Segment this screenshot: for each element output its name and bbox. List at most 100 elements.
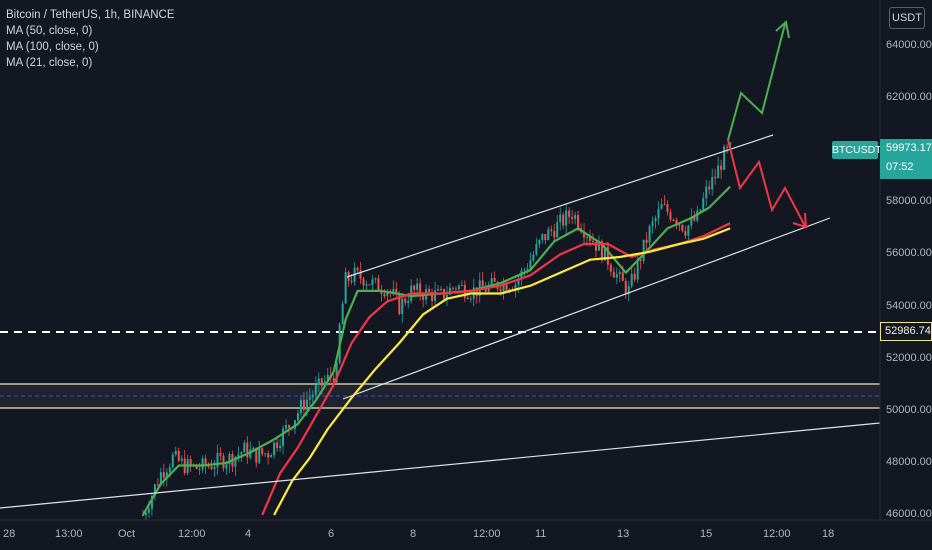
candle-body (589, 236, 591, 241)
candle-body (273, 442, 276, 456)
candle-body (726, 146, 729, 148)
candle-body (448, 287, 451, 295)
moving-averages-group (142, 185, 731, 516)
candle-body (445, 294, 448, 299)
candle-body (314, 384, 317, 395)
candle-body (434, 290, 437, 302)
candle-body (708, 186, 711, 190)
candle-body (380, 291, 383, 294)
candle-body (615, 274, 618, 278)
moving-average-line (273, 227, 731, 516)
candle-body (144, 512, 147, 516)
long-support-line[interactable] (0, 422, 881, 509)
candle-body (171, 454, 174, 468)
candle-body (484, 287, 487, 292)
candle-body (401, 298, 404, 315)
candle-body (684, 231, 687, 236)
channel-upper-line[interactable] (346, 134, 774, 278)
candle-body (162, 472, 165, 478)
candle-body (720, 165, 723, 170)
candle-body (326, 374, 329, 382)
time-tick-label: 11 (535, 528, 547, 540)
candle-body (296, 413, 299, 421)
candle-body (681, 224, 684, 232)
candle-body (538, 239, 541, 245)
bearish-projection-arrow[interactable] (727, 139, 806, 227)
candle-body (147, 508, 150, 513)
time-tick-label: 13:00 (55, 528, 83, 540)
candle-body (723, 146, 726, 170)
candle-body (150, 495, 153, 509)
bullish-arrowhead (775, 20, 790, 39)
candle-body (481, 280, 484, 288)
candle-body (368, 284, 371, 286)
candle-body (597, 241, 600, 251)
candle-body (222, 455, 225, 469)
time-tick-label: Oct (118, 528, 136, 540)
candle-body (320, 378, 323, 386)
candle-body (428, 289, 431, 293)
currency-button[interactable]: USDT (889, 7, 925, 29)
ma-21-legend[interactable]: MA (21, close, 0) (6, 57, 93, 69)
symbol-title[interactable]: Bitcoin / TetherUS, 1h, BINANCE (6, 9, 175, 21)
candle-body (317, 378, 320, 385)
candle-body (308, 397, 311, 400)
candle-body (359, 270, 362, 279)
candle-body (267, 453, 270, 458)
candle-body (282, 428, 285, 446)
candle-body (687, 225, 690, 236)
candle-body (302, 400, 305, 410)
candle-body (714, 176, 717, 179)
ma-100-legend[interactable]: MA (100, close, 0) (6, 41, 99, 53)
candle-body (210, 466, 213, 469)
bullish-projection-arrow[interactable] (727, 23, 786, 141)
resistance-zone (0, 383, 880, 409)
channel-lower-line[interactable] (342, 217, 831, 400)
price-tick-label: 46000.00 (886, 508, 932, 520)
candle-body (669, 212, 672, 220)
ma-50-legend[interactable]: MA (50, close, 0) (6, 25, 93, 37)
candle-body (386, 291, 389, 297)
candle-body (556, 222, 559, 238)
candle-body (672, 219, 675, 221)
candle-body (702, 198, 705, 210)
candle-body (469, 298, 472, 300)
time-tick-label: 18 (822, 528, 835, 540)
candle-body (529, 260, 532, 269)
candle-body (586, 236, 589, 238)
candle-body (305, 399, 308, 410)
candle-body (717, 165, 720, 179)
time-tick-label: 12:00 (473, 528, 501, 540)
candle-body (413, 285, 416, 290)
candle-body (454, 288, 457, 290)
candle-body (431, 292, 434, 302)
price-tick-label: 56000.00 (886, 247, 932, 260)
candle-body (344, 272, 347, 304)
candle-body (645, 239, 648, 243)
time-tick-label: 15 (700, 528, 713, 540)
candle-body (279, 445, 282, 448)
candle-body (451, 287, 454, 289)
candle-body (624, 280, 627, 295)
candle-body (311, 394, 314, 398)
candle-body (216, 453, 219, 468)
time-tick-label: 28 (3, 528, 16, 540)
candle-body (594, 242, 597, 251)
candle-body (207, 466, 210, 468)
candle-body (633, 273, 636, 280)
candle-body (475, 287, 478, 296)
candle-body (225, 464, 228, 469)
candle-body (398, 293, 401, 315)
candle-body (261, 448, 264, 454)
candle-body (639, 259, 642, 261)
candle-body (547, 229, 550, 241)
price-tick-label: 52000.00 (886, 351, 932, 364)
candle-body (332, 377, 335, 383)
candle-body (362, 278, 365, 286)
candle-body (407, 301, 410, 303)
candle-body (299, 400, 302, 414)
candle-body (651, 221, 654, 227)
candle-body (457, 285, 460, 290)
price-tick-label: 54000.00 (886, 299, 932, 312)
